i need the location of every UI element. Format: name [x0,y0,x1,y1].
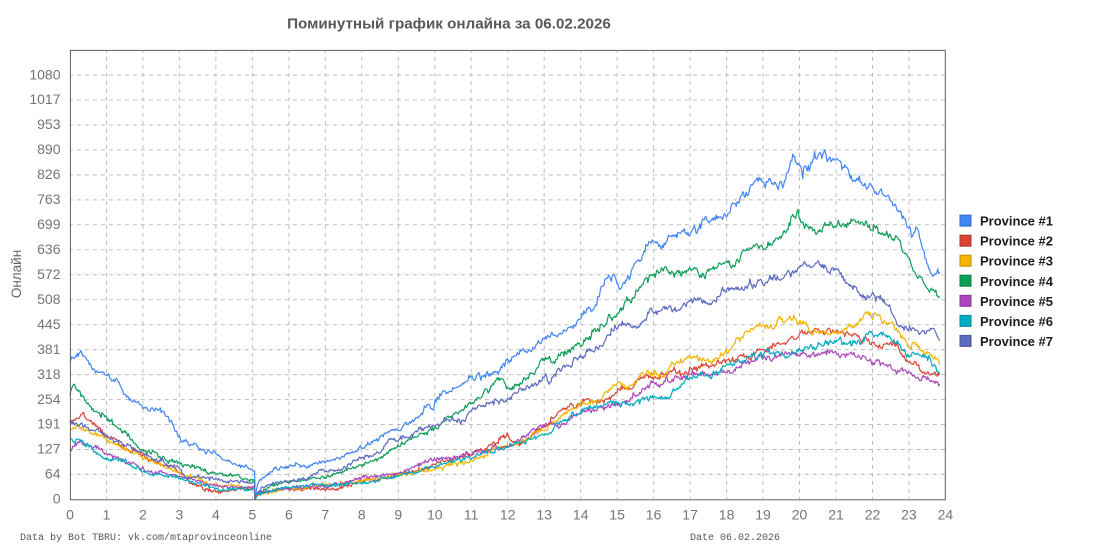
svg-text:13: 13 [536,506,552,522]
svg-text:763: 763 [37,191,61,207]
svg-text:16: 16 [646,506,662,522]
svg-text:6: 6 [285,506,293,522]
svg-text:3: 3 [176,506,184,522]
svg-text:Поминутный график онлайна за 0: Поминутный график онлайна за 06.02.2026 [287,16,611,33]
svg-text:Date 06.02.2026: Date 06.02.2026 [690,533,780,544]
svg-text:0: 0 [53,491,61,507]
svg-text:Province #4: Province #4 [980,274,1054,289]
svg-text:Province #3: Province #3 [980,254,1053,269]
svg-text:11: 11 [464,506,479,522]
svg-text:2: 2 [139,506,147,522]
svg-text:Province #6: Province #6 [980,314,1053,329]
svg-text:24: 24 [938,506,954,522]
svg-text:20: 20 [792,506,808,522]
svg-text:254: 254 [37,391,61,407]
svg-text:15: 15 [609,506,625,522]
svg-text:890: 890 [37,141,61,157]
svg-text:826: 826 [37,166,61,182]
svg-text:5: 5 [249,506,257,522]
svg-text:Data by Bot TBRU: vk.com/mtapr: Data by Bot TBRU: vk.com/mtaprovinceonli… [20,532,272,544]
svg-text:12: 12 [500,506,516,522]
svg-text:Province #2: Province #2 [980,234,1053,249]
svg-text:22: 22 [865,506,881,522]
svg-text:699: 699 [37,216,61,232]
svg-text:381: 381 [37,341,61,357]
svg-text:8: 8 [358,506,366,522]
svg-text:17: 17 [682,506,698,522]
svg-text:191: 191 [37,416,61,432]
svg-text:Province #1: Province #1 [980,214,1053,229]
svg-text:318: 318 [37,366,61,382]
svg-text:572: 572 [37,266,61,282]
svg-text:953: 953 [37,116,61,132]
svg-text:4: 4 [212,506,220,522]
svg-text:Онлайн: Онлайн [9,250,24,298]
svg-text:18: 18 [719,506,735,522]
svg-text:0: 0 [66,506,74,522]
svg-text:9: 9 [394,506,402,522]
svg-text:Province #7: Province #7 [980,334,1053,349]
svg-text:19: 19 [755,506,771,522]
svg-text:508: 508 [37,291,61,307]
svg-text:14: 14 [573,506,589,522]
svg-text:21: 21 [828,506,844,522]
svg-text:1080: 1080 [29,66,60,82]
svg-text:64: 64 [45,466,61,482]
svg-text:7: 7 [321,506,329,522]
svg-text:Province #5: Province #5 [980,294,1053,309]
svg-text:1: 1 [103,506,111,522]
svg-text:1017: 1017 [29,91,60,107]
svg-text:445: 445 [37,316,61,332]
svg-text:23: 23 [901,506,917,522]
svg-text:10: 10 [427,506,443,522]
svg-text:127: 127 [37,441,61,457]
svg-text:636: 636 [37,241,61,257]
